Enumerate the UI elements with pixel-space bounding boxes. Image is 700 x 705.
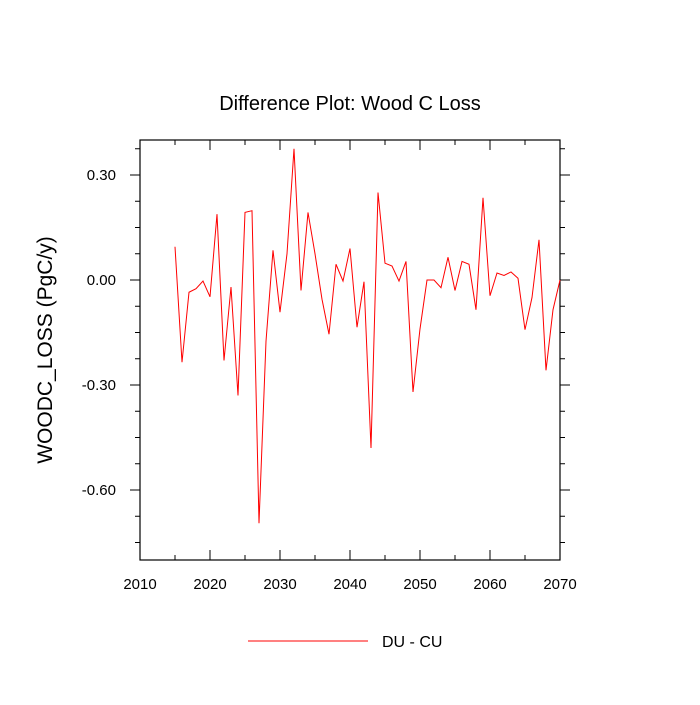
legend-label: DU - CU bbox=[382, 634, 442, 651]
legend: DU - CU bbox=[248, 634, 442, 651]
x-tick-label: 2010 bbox=[123, 576, 156, 593]
y-tick-label: -0.30 bbox=[82, 377, 116, 394]
y-axis-label: WOODC_LOSS (PgC/y) bbox=[34, 236, 57, 464]
axis-tick-labels: 2010 2020 2030 2040 2050 2060 2070 0.30 0.00 -0.3… bbox=[82, 167, 577, 593]
y-tick-label: 0.30 bbox=[87, 167, 116, 184]
x-tick-label: 2020 bbox=[193, 576, 226, 593]
x-tick-label: 2050 bbox=[403, 576, 436, 593]
x-tick-label: 2040 bbox=[333, 576, 366, 593]
x-tick-label: 2060 bbox=[473, 576, 506, 593]
axis-ticks bbox=[130, 140, 570, 560]
plot-frame bbox=[139, 139, 561, 561]
x-tick-label: 2030 bbox=[263, 576, 296, 593]
y-tick-label: 0.00 bbox=[87, 272, 116, 289]
series-line-du-cu bbox=[174, 148, 561, 524]
y-tick-label: -0.60 bbox=[82, 482, 116, 499]
x-tick-label: 2070 bbox=[543, 576, 576, 593]
chart-title: Difference Plot: Wood C Loss bbox=[219, 93, 481, 115]
